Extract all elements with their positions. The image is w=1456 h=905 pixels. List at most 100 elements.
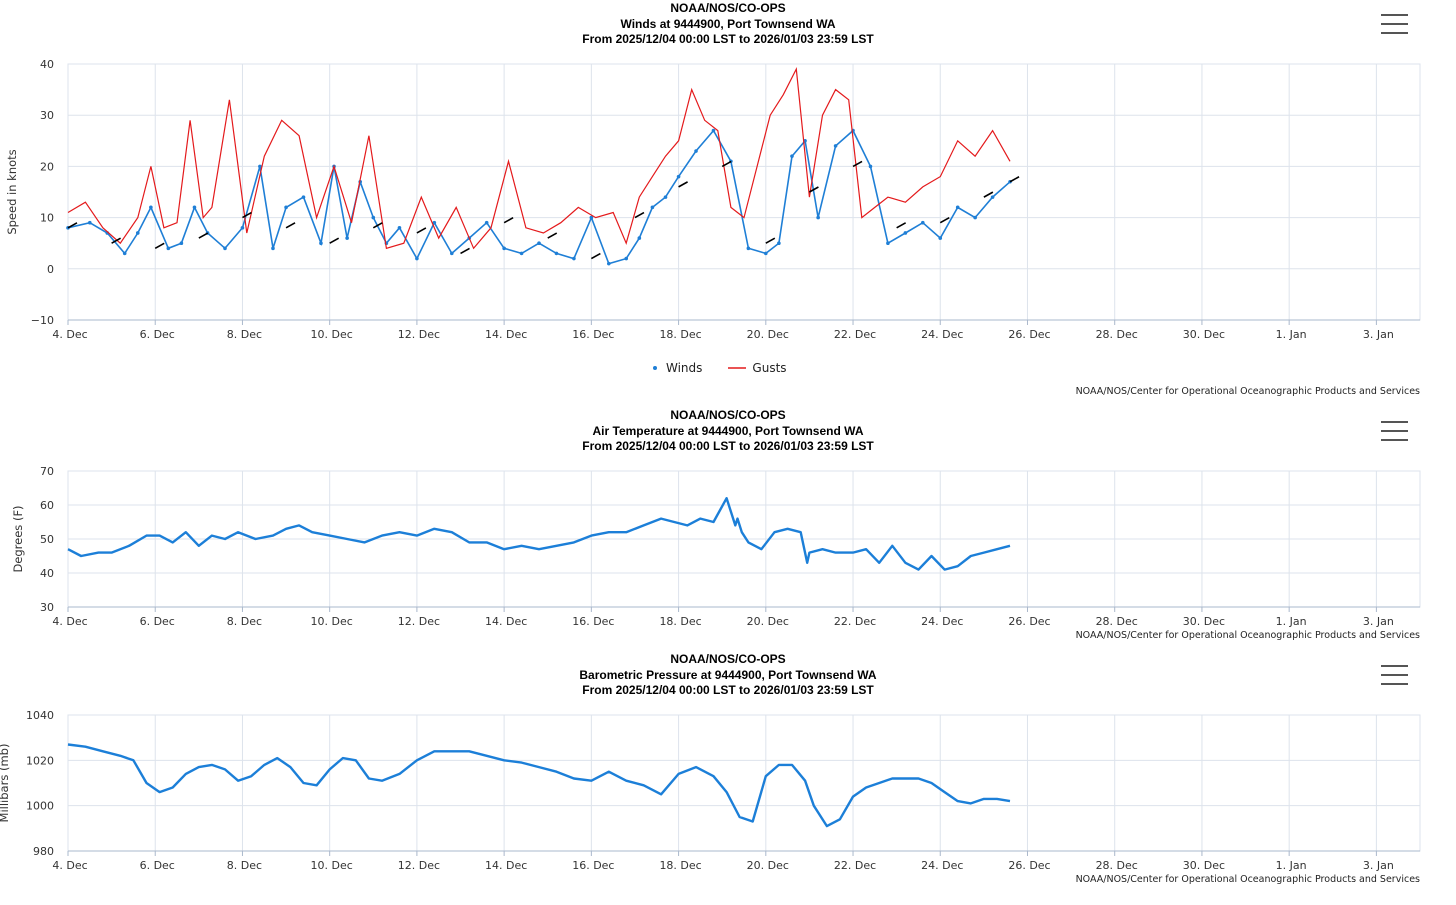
winds-data-point — [868, 164, 873, 169]
winds-series-line — [67, 129, 1011, 265]
legend-item-gusts[interactable]: Gusts — [728, 361, 787, 375]
x-tick-label: 26. Dec — [1008, 328, 1050, 341]
credit-text[interactable]: NOAA/NOS/Center for Operational Oceanogr… — [1075, 630, 1420, 641]
x-tick-label: 22. Dec — [834, 859, 876, 872]
winds-data-point — [484, 220, 489, 225]
wind-direction-barb — [809, 186, 819, 193]
winds-data-point — [519, 251, 524, 256]
x-tick-label: 10. Dec — [311, 615, 353, 628]
winds-data-point — [415, 256, 419, 261]
x-tick-label: 30. Dec — [1183, 615, 1225, 628]
wind-direction-barb — [678, 181, 688, 188]
x-tick-label: 8. Dec — [227, 615, 262, 628]
winds-data-point — [258, 164, 262, 169]
x-tick-label: 14. Dec — [485, 615, 527, 628]
y-tick-label: 10 — [40, 212, 54, 225]
x-tick-label: 26. Dec — [1008, 859, 1050, 872]
winds-data-point — [449, 251, 454, 256]
winds-data-point — [764, 251, 768, 256]
x-tick-label: 16. Dec — [572, 328, 614, 341]
x-tick-label: 8. Dec — [227, 859, 262, 872]
wind-direction-barb — [590, 252, 601, 260]
winds-legend: Winds Gusts — [650, 361, 787, 375]
winds-data-point — [240, 226, 245, 230]
winds-data-point — [88, 220, 92, 225]
legend-winds-marker — [653, 366, 657, 370]
plot-area — [67, 714, 1421, 852]
winds-data-point — [746, 246, 751, 251]
winds-data-point — [676, 174, 681, 179]
winds-data-point — [886, 241, 890, 245]
chart-range: From 2025/12/04 00:00 LST to 2026/01/03 … — [582, 683, 874, 697]
series-line — [67, 743, 1011, 828]
x-tick-label: 3. Jan — [1363, 328, 1394, 341]
y-tick-label: 1020 — [26, 754, 54, 767]
wind-direction-barb — [721, 160, 732, 168]
wind-direction-barb — [198, 232, 209, 239]
wind-direction-barb — [765, 237, 776, 244]
x-tick-label: 4. Dec — [52, 328, 87, 341]
chart-title: NOAA/NOS/CO-OPS — [670, 408, 786, 422]
x-tick-label: 24. Dec — [921, 859, 963, 872]
wind-direction-barb — [372, 222, 383, 229]
winds-data-point — [694, 149, 698, 153]
x-tick-label: 18. Dec — [659, 328, 701, 341]
x-tick-label: 20. Dec — [747, 859, 789, 872]
x-tick-label: 4. Dec — [52, 615, 87, 628]
wind-direction-barb — [983, 191, 994, 198]
x-tick-label: 12. Dec — [398, 328, 440, 341]
legend-winds-label: Winds — [666, 361, 703, 375]
chart-menu-button[interactable] — [1380, 419, 1410, 445]
y-tick-label: 20 — [40, 160, 54, 173]
x-tick-label: 30. Dec — [1183, 328, 1225, 341]
x-tick-label: 3. Jan — [1363, 615, 1394, 628]
wind-direction-barb — [154, 242, 165, 250]
wind-direction-barb — [329, 237, 340, 244]
winds-data-point — [816, 215, 820, 220]
x-tick-label: 1. Jan — [1276, 615, 1307, 628]
wind-direction-barb — [634, 211, 645, 219]
chart-menu-button[interactable] — [1380, 12, 1410, 38]
wind-direction-barb — [852, 160, 863, 168]
x-tick-label: 3. Jan — [1363, 859, 1394, 872]
gusts-series-line — [67, 67, 1011, 250]
x-tick-label: 16. Dec — [572, 859, 614, 872]
y-tick-label: 0 — [47, 263, 54, 276]
legend-item-winds[interactable]: Winds — [650, 361, 702, 375]
winds-data-point — [301, 195, 306, 199]
x-tick-label: 28. Dec — [1096, 859, 1138, 872]
chart-menu-button[interactable] — [1380, 663, 1410, 689]
chart-title: NOAA/NOS/CO-OPS — [670, 652, 786, 666]
y-tick-label: 30 — [40, 601, 54, 614]
wind-direction-barb — [1009, 176, 1020, 183]
winds-data-point — [284, 205, 288, 210]
x-tick-label: 8. Dec — [227, 328, 262, 341]
credit-text[interactable]: NOAA/NOS/Center for Operational Oceanogr… — [1075, 386, 1420, 397]
y-tick-label: 40 — [40, 567, 54, 580]
wind-direction-barb — [285, 222, 296, 229]
x-tick-label: 16. Dec — [572, 615, 614, 628]
x-tick-label: 10. Dec — [311, 859, 353, 872]
x-tick-label: 6. Dec — [140, 328, 175, 341]
winds-data-point — [973, 215, 977, 220]
winds-data-point — [397, 226, 402, 230]
chart-subtitle: Winds at 9444900, Port Townsend WA — [620, 16, 836, 31]
winds-data-point — [345, 236, 349, 240]
y-tick-label: 70 — [40, 465, 54, 478]
y-tick-label: 980 — [33, 845, 54, 858]
pressure-titles: NOAA/NOS/CO-OPS Barometric Pressure at 9… — [0, 652, 1456, 699]
x-tick-label: 14. Dec — [485, 328, 527, 341]
temperature-titles: NOAA/NOS/CO-OPS Air Temperature at 94449… — [0, 408, 1456, 455]
winds-data-point — [319, 241, 323, 245]
winds-chart-svg: 40 30 20 10 0 −104. Dec 6. Dec 8. Dec 10. Dec 12.… — [5, 58, 1421, 341]
y-tick-label: −10 — [31, 314, 54, 327]
x-tick-label: 18. Dec — [659, 859, 701, 872]
x-tick-label: 24. Dec — [921, 615, 963, 628]
chart-title: NOAA/NOS/CO-OPS — [670, 1, 786, 15]
winds-data-point — [903, 231, 908, 235]
credit-text[interactable]: NOAA/NOS/Center for Operational Oceanogr… — [1075, 874, 1420, 885]
x-tick-label: 12. Dec — [398, 615, 440, 628]
x-tick-label: 20. Dec — [747, 328, 789, 341]
winds-data-point — [223, 246, 227, 251]
